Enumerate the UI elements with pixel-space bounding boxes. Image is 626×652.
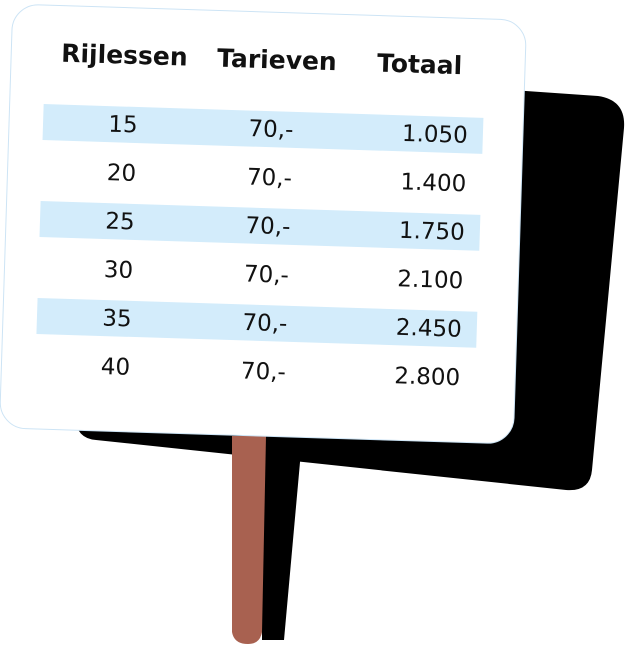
column-header: Rijlessen [61, 39, 188, 72]
cell: 1.050 [402, 121, 469, 149]
cell: 70,- [247, 164, 293, 191]
stick-shadow [262, 440, 302, 640]
stick [232, 436, 266, 644]
cell: 25 [105, 209, 135, 236]
cell: 70,- [244, 261, 290, 288]
row-highlight [42, 104, 484, 154]
cell: 70,- [241, 358, 287, 385]
cell: 1.400 [400, 169, 467, 197]
cell: 70,- [242, 310, 288, 337]
cell: 70,- [245, 213, 291, 240]
cell: 15 [108, 112, 138, 139]
cell: 2.450 [395, 315, 462, 343]
column-header: Totaal [377, 49, 463, 81]
cell: 70,- [248, 116, 294, 143]
cell: 35 [102, 306, 132, 333]
cell: 2.800 [394, 363, 461, 391]
cell: 1.750 [399, 218, 466, 246]
price-table: Rijlessen Tarieven Totaal 15 70,- 1.050 20 70,-… [36, 39, 484, 391]
cell: 40 [100, 354, 130, 381]
row-highlight [39, 201, 481, 251]
card: Rijlessen Tarieven Totaal 15 70,- 1.050 20 70,-… [0, 4, 527, 444]
cell: 2.100 [397, 266, 464, 294]
row-highlight [36, 297, 478, 348]
cell: 30 [103, 257, 133, 284]
column-header: Tarieven [217, 43, 337, 76]
cell: 20 [106, 160, 136, 187]
